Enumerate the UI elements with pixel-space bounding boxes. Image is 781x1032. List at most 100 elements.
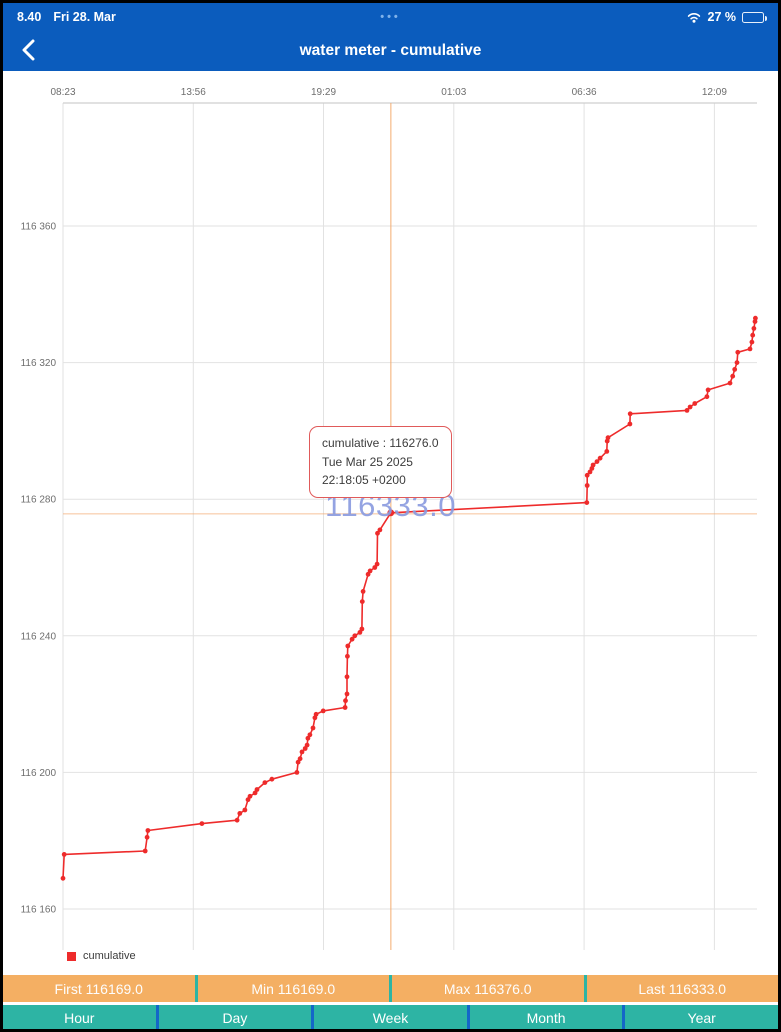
data-point bbox=[372, 565, 378, 570]
legend-label: cumulative bbox=[83, 950, 136, 962]
data-point bbox=[307, 732, 313, 738]
data-point bbox=[590, 462, 596, 468]
data-point bbox=[359, 599, 365, 604]
legend-swatch-icon bbox=[67, 951, 76, 961]
data-point bbox=[310, 725, 316, 731]
data-point bbox=[199, 821, 205, 826]
data-point bbox=[343, 698, 348, 704]
data-point bbox=[304, 742, 310, 748]
data-point bbox=[753, 315, 758, 321]
data-point bbox=[374, 561, 380, 567]
period-hour[interactable]: Hour bbox=[64, 1010, 95, 1026]
data-point bbox=[751, 326, 757, 331]
stats-bar: First 116169.0 Min 116169.0 Max 116376.0… bbox=[3, 975, 778, 1002]
data-point bbox=[297, 756, 303, 762]
data-point bbox=[342, 705, 348, 710]
date-label: Fri 28. Mar bbox=[53, 10, 116, 24]
x-tick-label: 08:23 bbox=[50, 87, 75, 98]
data-point bbox=[345, 653, 350, 659]
status-bar: 8.40 Fri 28. Mar ••• 27 % bbox=[3, 3, 778, 31]
data-point bbox=[345, 643, 351, 649]
battery-icon bbox=[742, 11, 767, 23]
period-day[interactable]: Day bbox=[155, 1005, 312, 1029]
multitask-handle-dots[interactable]: ••• bbox=[380, 11, 401, 23]
y-tick-label: 116 360 bbox=[21, 222, 57, 233]
x-tick-label: 12:09 bbox=[702, 87, 727, 98]
data-point bbox=[269, 776, 275, 782]
data-point bbox=[705, 387, 711, 393]
data-point bbox=[692, 401, 698, 406]
data-point bbox=[352, 633, 358, 639]
data-point bbox=[295, 759, 301, 765]
y-tick-label: 116 240 bbox=[21, 631, 57, 642]
data-point bbox=[687, 404, 693, 410]
highlighted-data-point bbox=[387, 509, 395, 517]
chart-legend: cumulative bbox=[67, 950, 136, 962]
nav-bar: water meter - cumulative bbox=[3, 31, 778, 71]
battery-percent-label: 27 % bbox=[707, 10, 737, 24]
data-point bbox=[237, 811, 243, 816]
x-tick-label: 19:29 bbox=[311, 87, 336, 98]
page-title: water meter - cumulative bbox=[299, 42, 482, 59]
wifi-icon bbox=[686, 11, 702, 23]
data-point bbox=[730, 373, 736, 379]
chart-canvas[interactable]: 116 360 116 320 116 280 116 240 116 200 116 1… bbox=[3, 71, 778, 973]
data-point bbox=[144, 834, 150, 840]
y-tick-label: 116 280 bbox=[21, 495, 57, 506]
stat-min: Min 116169.0 bbox=[194, 975, 390, 1002]
data-point bbox=[320, 708, 326, 714]
tooltip-value-line: cumulative : 116276.0 bbox=[322, 436, 439, 450]
data-point bbox=[359, 626, 365, 632]
data-point bbox=[627, 411, 633, 417]
data-point bbox=[299, 749, 305, 755]
data-point bbox=[254, 787, 260, 792]
data-point bbox=[594, 459, 600, 464]
period-month[interactable]: Month bbox=[466, 1005, 623, 1029]
bar-separator bbox=[3, 1002, 778, 1005]
period-week[interactable]: Week bbox=[311, 1005, 467, 1029]
data-point bbox=[377, 527, 383, 533]
data-point bbox=[627, 421, 633, 427]
y-tick-label: 116 160 bbox=[21, 905, 57, 916]
data-point bbox=[305, 735, 311, 741]
data-point bbox=[360, 589, 366, 594]
data-point bbox=[313, 711, 319, 717]
data-point bbox=[375, 530, 380, 536]
data-point bbox=[749, 339, 755, 345]
y-tick-label: 116 320 bbox=[21, 358, 57, 369]
data-point bbox=[242, 807, 248, 813]
data-point bbox=[294, 770, 300, 775]
chart-tooltip: cumulative : 116276.0 Tue Mar 25 2025 22… bbox=[309, 426, 452, 498]
data-point bbox=[145, 828, 151, 833]
data-point bbox=[732, 367, 738, 372]
back-button[interactable] bbox=[13, 35, 43, 65]
x-tick-label: 06:36 bbox=[572, 87, 597, 98]
data-point bbox=[587, 469, 593, 475]
data-point bbox=[704, 394, 710, 400]
data-point bbox=[584, 483, 590, 488]
chart-area: 116 360 116 320 116 280 116 240 116 200 116 1… bbox=[3, 71, 778, 973]
period-bar: Hour Day Week Month Year bbox=[3, 1005, 778, 1029]
data-point bbox=[344, 674, 350, 680]
data-point bbox=[61, 852, 67, 857]
x-tick-label: 13:56 bbox=[181, 87, 206, 98]
series-line bbox=[62, 318, 757, 879]
data-point bbox=[747, 346, 753, 352]
data-point bbox=[584, 472, 590, 478]
data-point bbox=[605, 435, 611, 441]
data-point bbox=[349, 636, 355, 642]
data-point bbox=[735, 349, 741, 355]
data-point bbox=[367, 568, 373, 574]
tooltip-time-line: 22:18:05 +0200 bbox=[322, 473, 406, 488]
data-point bbox=[262, 780, 268, 785]
x-tick-label: 01:03 bbox=[441, 87, 466, 98]
data-point bbox=[684, 408, 690, 413]
data-point bbox=[604, 449, 610, 454]
data-point bbox=[750, 332, 756, 338]
period-year[interactable]: Year bbox=[622, 1005, 778, 1029]
data-point bbox=[727, 380, 733, 386]
stat-last: Last 116333.0 bbox=[583, 975, 779, 1002]
clock-label: 8.40 bbox=[17, 10, 42, 24]
data-point bbox=[344, 691, 350, 697]
